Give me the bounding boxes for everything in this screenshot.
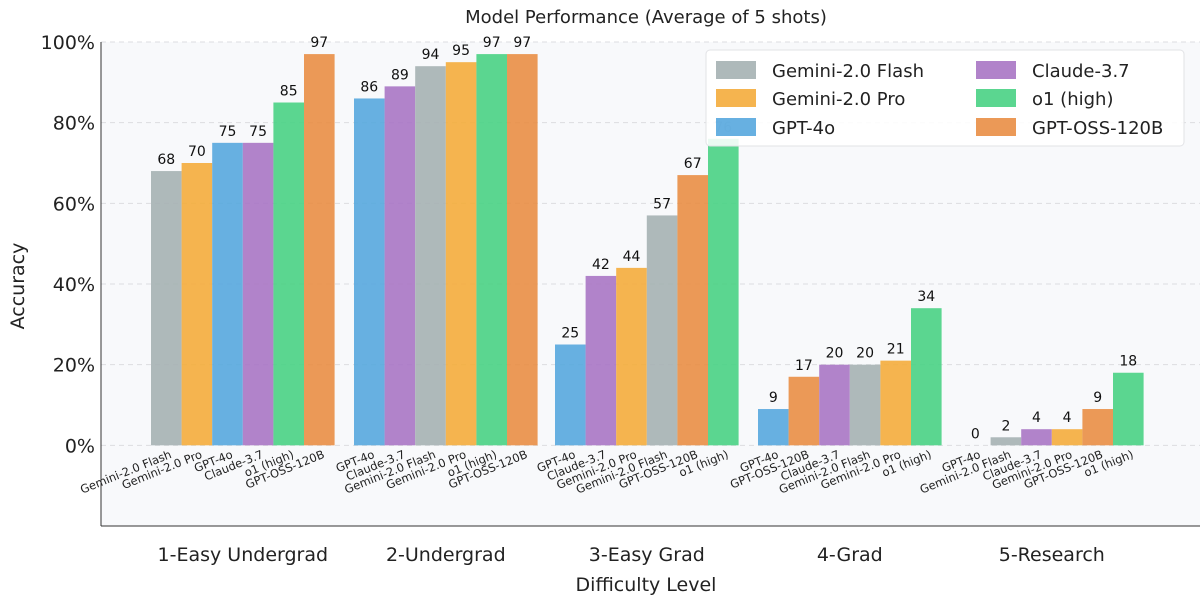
y-tick-label: 20% bbox=[53, 355, 95, 377]
bar-value-label: 0 bbox=[971, 426, 980, 442]
bar-o1-high bbox=[911, 308, 942, 446]
category-label: 4-Grad bbox=[817, 544, 883, 566]
bar-gemini-2-0-pro bbox=[616, 267, 647, 446]
y-tick-label: 60% bbox=[53, 193, 95, 215]
bar-value-label: 89 bbox=[391, 67, 409, 83]
legend-label: Claude-3.7 bbox=[1032, 61, 1130, 82]
bar-gemini-2-0-pro bbox=[445, 62, 477, 446]
bar-gpt-4o bbox=[212, 142, 243, 446]
bar-o1-high bbox=[708, 138, 739, 446]
bar-value-label: 67 bbox=[684, 156, 702, 172]
bar-claude-3-7 bbox=[1021, 429, 1052, 446]
bar-value-label: 85 bbox=[280, 84, 298, 100]
bar-gpt-oss-120b bbox=[507, 54, 538, 446]
bar-value-label: 18 bbox=[1119, 354, 1137, 370]
category-label: 3-Easy Grad bbox=[589, 544, 705, 566]
bar-claude-3-7 bbox=[585, 275, 617, 446]
bar-value-label: 75 bbox=[219, 124, 237, 140]
bar-gemini-2-0-pro bbox=[181, 163, 213, 446]
bar-value-label: 4 bbox=[1032, 410, 1041, 426]
legend-swatch-o1-high bbox=[976, 89, 1016, 107]
bar-gpt-4o bbox=[555, 344, 586, 446]
bar-claude-3-7 bbox=[384, 86, 416, 446]
bar-gemini-2-0-pro bbox=[880, 360, 911, 446]
bar-value-label: 2 bbox=[1001, 418, 1010, 434]
bar-value-label: 34 bbox=[917, 289, 935, 305]
bar-gpt-oss-120b bbox=[788, 376, 820, 446]
legend-box bbox=[705, 49, 1185, 147]
bar-o1-high bbox=[273, 102, 304, 446]
bar-gpt-4o bbox=[354, 98, 385, 446]
bar-gemini-2-0-flash bbox=[151, 171, 182, 446]
legend-swatch-claude-3-7 bbox=[976, 61, 1016, 79]
bar-value-label: 44 bbox=[623, 249, 641, 265]
category-label: 2-Undergrad bbox=[386, 544, 506, 566]
bar-value-label: 17 bbox=[795, 358, 813, 374]
bar-value-label: 9 bbox=[769, 390, 778, 406]
bars bbox=[151, 54, 1144, 446]
bar-gpt-oss-120b bbox=[677, 175, 708, 446]
bar-gemini-2-0-flash bbox=[849, 364, 881, 446]
bar-gemini-2-0-flash bbox=[646, 215, 678, 446]
legend-swatch-gemini-2-0-flash bbox=[716, 61, 756, 79]
bar-gemini-2-0-flash bbox=[990, 437, 1022, 446]
x-axis-title: Difficulty Level bbox=[576, 574, 717, 596]
bar-value-label: 4 bbox=[1063, 410, 1072, 426]
legend-swatch-gemini-2-0-pro bbox=[716, 89, 756, 107]
y-tick-label: 40% bbox=[53, 274, 95, 296]
bar-gpt-oss-120b bbox=[1082, 409, 1113, 446]
legend-label: GPT-4o bbox=[772, 118, 835, 139]
bar-value-label: 86 bbox=[360, 79, 378, 95]
y-tick-labels: 0% 20% 40% 60% 80% 100% bbox=[41, 32, 95, 457]
category-label: 1-Easy Undergrad bbox=[158, 544, 329, 566]
bar-value-label: 97 bbox=[513, 35, 531, 51]
bar-value-label: 95 bbox=[452, 43, 470, 59]
bar-gpt-oss-120b bbox=[304, 54, 335, 446]
chart-title: Model Performance (Average of 5 shots) bbox=[465, 7, 827, 28]
bar-gemini-2-0-pro bbox=[1051, 429, 1083, 446]
bar-claude-3-7 bbox=[242, 142, 274, 446]
bar-value-label: 20 bbox=[826, 346, 844, 362]
y-tick-label: 0% bbox=[65, 435, 95, 457]
bar-value-label: 9 bbox=[1093, 390, 1102, 406]
bar-value-label: 42 bbox=[592, 257, 610, 273]
bar-o1-high bbox=[476, 54, 507, 446]
bar-value-label: 70 bbox=[188, 144, 206, 160]
bar-value-label: 75 bbox=[249, 124, 267, 140]
category-label: 5-Research bbox=[999, 544, 1105, 566]
y-axis-title: Accuracy bbox=[7, 243, 29, 330]
bar-value-label: 68 bbox=[157, 152, 175, 168]
legend-label: o1 (high) bbox=[1032, 89, 1113, 110]
bar-value-label: 97 bbox=[483, 35, 501, 51]
bar-value-label: 20 bbox=[856, 346, 874, 362]
y-tick-label: 80% bbox=[53, 113, 95, 135]
bar-claude-3-7 bbox=[819, 364, 850, 446]
bar-value-label: 25 bbox=[561, 326, 579, 342]
bar-value-label: 94 bbox=[422, 47, 440, 63]
category-labels: 1-Easy Undergrad 2-Undergrad 3-Easy Grad 4-… bbox=[158, 544, 1105, 566]
axes bbox=[100, 42, 1200, 527]
bar-value-labels: 6870757585978689949597972542445767769172… bbox=[157, 35, 1137, 442]
legend-label: Gemini-2.0 Pro bbox=[772, 89, 905, 110]
legend-swatch-gpt-oss-120b bbox=[976, 118, 1016, 136]
bar-value-label: 57 bbox=[653, 196, 671, 212]
legend-label: Gemini-2.0 Flash bbox=[772, 61, 924, 82]
bar-o1-high bbox=[1113, 372, 1144, 446]
bar-value-label: 21 bbox=[887, 342, 905, 358]
bar-gpt-4o bbox=[758, 409, 789, 446]
bar-value-label: 97 bbox=[310, 35, 328, 51]
legend-label: GPT-OSS-120B bbox=[1032, 118, 1163, 139]
legend: Gemini-2.0 Flash Gemini-2.0 Pro GPT-4o Clau… bbox=[705, 49, 1185, 147]
legend-swatch-gpt-4o bbox=[716, 118, 756, 136]
bar-gemini-2-0-flash bbox=[415, 66, 446, 446]
y-tick-label: 100% bbox=[41, 32, 95, 54]
